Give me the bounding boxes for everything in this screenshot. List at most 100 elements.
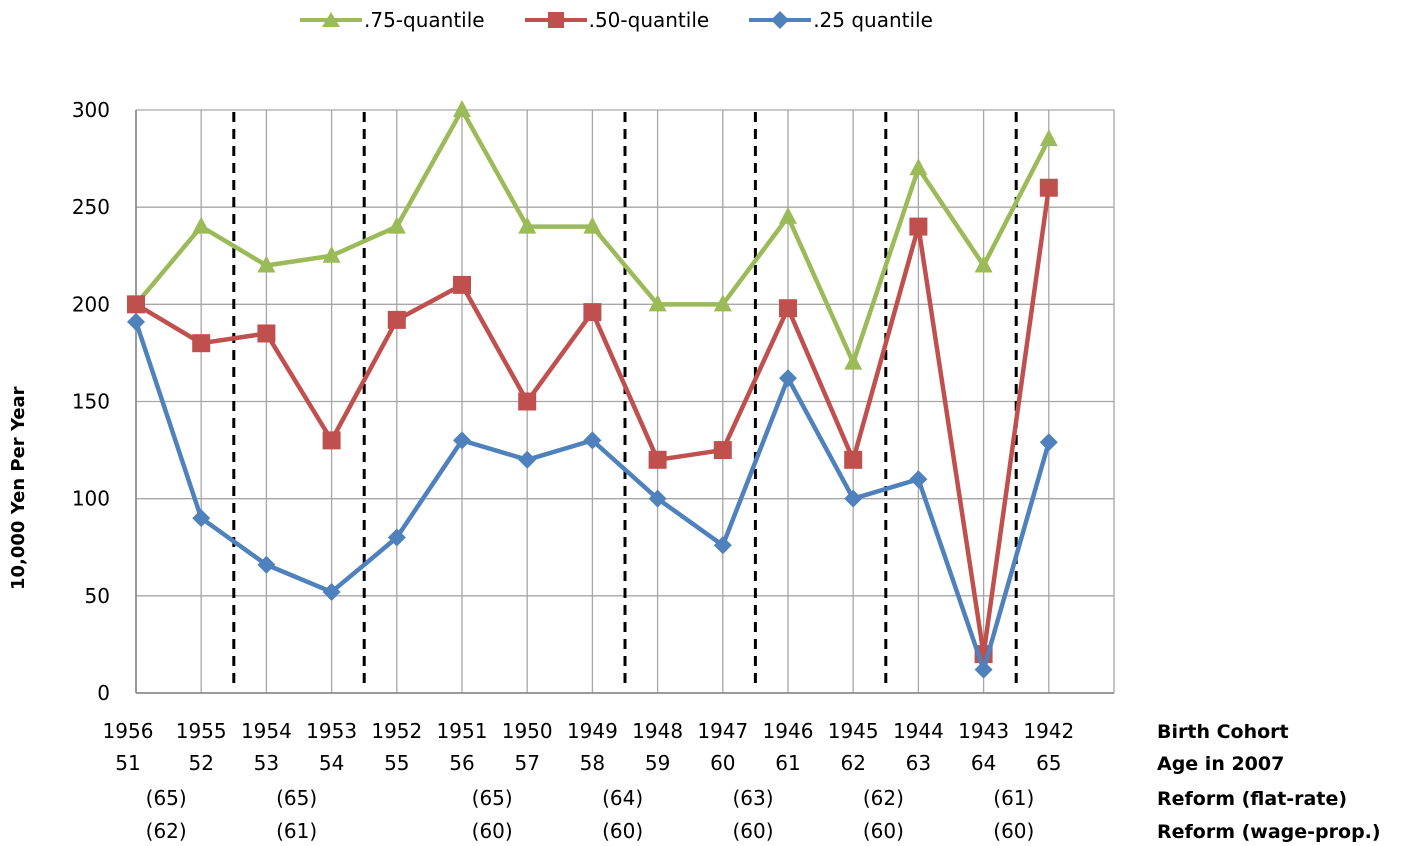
data-point-square [192, 334, 211, 353]
x-row-label: 1948 [632, 719, 683, 743]
data-point-diamond [583, 431, 602, 450]
data-point-triangle [713, 294, 732, 312]
x-row-label: 1949 [567, 719, 618, 743]
x-row-label: 56 [449, 751, 474, 775]
data-point-diamond [322, 582, 341, 601]
data-point-triangle [518, 216, 537, 234]
legend-label-50: .50-quantile [588, 8, 710, 32]
legend-swatch-75 [300, 12, 362, 27]
data-point-square [583, 303, 602, 322]
x-row-label: 1956 [103, 719, 154, 743]
reform-row-label: (60) [993, 819, 1034, 843]
x-row-label: 1944 [893, 719, 944, 743]
x-row-label: 1947 [697, 719, 748, 743]
x-row-label: 55 [384, 751, 409, 775]
data-point-square [322, 431, 341, 450]
x-row-label: 60 [710, 751, 735, 775]
data-point-triangle [648, 294, 667, 312]
x-row-label: 1952 [371, 719, 422, 743]
x-row-label: 1945 [828, 719, 879, 743]
data-point-diamond [127, 312, 145, 331]
data-point-square [713, 441, 732, 460]
data-point-diamond [648, 489, 667, 508]
legend-item-75: .75-quantile [300, 8, 485, 32]
legend-swatch-25 [749, 11, 812, 29]
x-row-label: 53 [254, 751, 279, 775]
reform-row-label: (60) [602, 819, 643, 843]
data-point-square [779, 299, 797, 318]
x-row-label: 64 [971, 751, 996, 775]
reform-row-label: (60) [472, 819, 513, 843]
legend-item-50: .50-quantile [524, 8, 710, 32]
x-row-label: 1951 [437, 719, 488, 743]
data-point-triangle [322, 245, 341, 263]
data-point-triangle [844, 352, 863, 370]
legend-label-25: .25 quantile [813, 8, 933, 32]
reform-row-label: (60) [863, 819, 904, 843]
reform-row-label: (62) [146, 819, 187, 843]
data-point-square [1039, 178, 1058, 197]
data-point-square [648, 450, 667, 469]
reform-row-label: (62) [863, 786, 904, 810]
data-point-triangle [192, 216, 211, 234]
reform-row-label: (61) [993, 786, 1034, 810]
y-tick-label: 300 [72, 98, 110, 122]
x-row-label: 61 [775, 751, 800, 775]
reform-row-label: (65) [146, 786, 187, 810]
x-row-label: 1954 [241, 719, 292, 743]
data-point-triangle [583, 216, 602, 234]
data-point-diamond [844, 489, 863, 508]
data-point-square [909, 217, 928, 236]
data-point-triangle [974, 255, 993, 273]
x-row-label: 1942 [1023, 719, 1074, 743]
reform-row-label: (65) [472, 786, 513, 810]
y-tick-label: 150 [72, 390, 110, 414]
x-row-label: 1946 [763, 719, 814, 743]
x-row-label: 57 [514, 751, 539, 775]
data-point-square [257, 324, 276, 343]
data-point-triangle [779, 206, 797, 224]
y-tick-label: 50 [85, 584, 110, 608]
data-point-diamond [974, 660, 993, 679]
x-row-label: 1943 [958, 719, 1009, 743]
x-row-label: 1953 [306, 719, 357, 743]
data-point-diamond [387, 528, 406, 547]
data-point-square [453, 275, 471, 294]
data-point-triangle [909, 158, 928, 176]
data-point-triangle [1039, 129, 1058, 147]
reform-row-label: (64) [602, 786, 643, 810]
x-row-label: 51 [115, 751, 140, 775]
x-row-label: 58 [580, 751, 605, 775]
x-row-label: 59 [645, 751, 670, 775]
row-title: Birth Cohort [1157, 721, 1289, 743]
reform-row-label: (63) [732, 786, 773, 810]
legend-swatch-50 [524, 12, 587, 28]
reform-row-label: (65) [276, 786, 317, 810]
data-point-square [844, 450, 863, 469]
data-point-diamond [779, 369, 797, 388]
data-point-square [127, 295, 145, 314]
row-title: Age in 2007 [1157, 753, 1284, 775]
row-title: Reform (flat-rate) [1157, 788, 1347, 810]
data-point-triangle [257, 255, 276, 273]
reform-row-label: (60) [732, 819, 773, 843]
data-point-square [518, 392, 537, 411]
legend-label-75: .75-quantile [364, 8, 485, 32]
x-row-label: 1955 [176, 719, 227, 743]
data-point-diamond [518, 450, 537, 469]
data-point-diamond [713, 536, 732, 555]
y-tick-label: 0 [97, 681, 110, 705]
y-tick-label: 100 [72, 487, 110, 511]
x-row-label: 62 [840, 751, 865, 775]
y-tick-label: 200 [72, 292, 110, 316]
legend: .75-quantile .50-quantile .25 quantile [300, 8, 933, 32]
x-row-label: 54 [319, 751, 344, 775]
data-point-triangle [453, 100, 471, 117]
row-title: Reform (wage-prop.) [1157, 821, 1381, 843]
data-point-square [387, 310, 406, 329]
data-point-diamond [192, 509, 211, 528]
x-row-label: 52 [188, 751, 213, 775]
y-tick-label: 250 [72, 195, 110, 219]
data-point-diamond [909, 470, 928, 489]
x-row-label: 1950 [502, 719, 553, 743]
